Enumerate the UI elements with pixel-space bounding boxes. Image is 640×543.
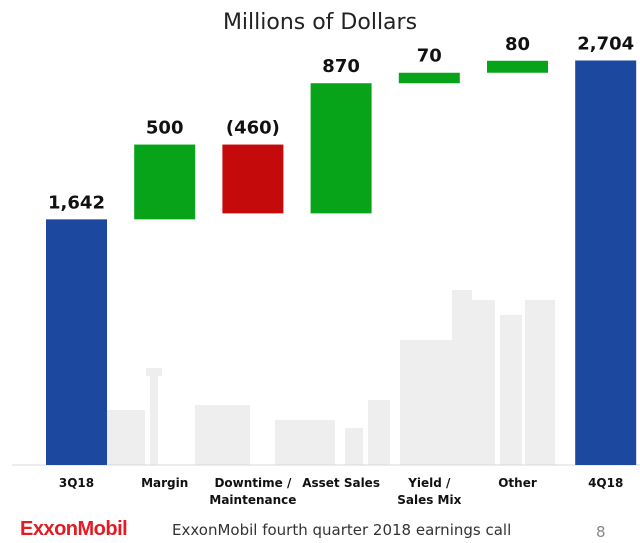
value-label-7: 2,704	[577, 33, 634, 54]
bar-5	[398, 72, 460, 84]
category-label-5-line-2: Sales Mix	[397, 493, 461, 505]
value-label-1: 1,642	[48, 192, 105, 213]
category-label-3-line-1: Downtime /	[214, 476, 292, 490]
value-label-5: 70	[417, 46, 442, 67]
category-label-4: Asset Sales	[302, 476, 380, 490]
category-label-7: 4Q18	[588, 476, 623, 490]
category-label-2: Margin	[141, 476, 188, 490]
footer-caption: ExxonMobil fourth quarter 2018 earnings …	[172, 521, 512, 539]
category-label-3-line-2: Maintenance	[209, 493, 296, 505]
waterfall-chart: 1,642 500 (460) 870 70 80 2,704 3Q18 Margin Down…	[12, 33, 640, 505]
value-label-4: 870	[322, 56, 360, 77]
category-label-1: 3Q18	[59, 476, 94, 490]
exxonmobil-logo: ExxonMobil	[20, 518, 128, 540]
category-label-6: Other	[498, 476, 537, 490]
category-label-5-line-1: Yield /	[407, 476, 451, 490]
value-label-2: 500	[146, 118, 184, 139]
chart-title: Millions of Dollars	[222, 10, 418, 35]
value-label-6: 80	[505, 34, 530, 55]
bar-1	[46, 219, 107, 465]
bar-4	[310, 83, 372, 214]
value-label-3: (460)	[226, 118, 280, 139]
bar-6	[487, 60, 548, 73]
footer: ExxonMobil ExxonMobil fourth quarter 201…	[0, 510, 640, 543]
page-number: 8	[596, 523, 606, 541]
bar-2	[134, 144, 196, 220]
bar-7	[575, 60, 637, 466]
bar-3	[222, 144, 284, 214]
